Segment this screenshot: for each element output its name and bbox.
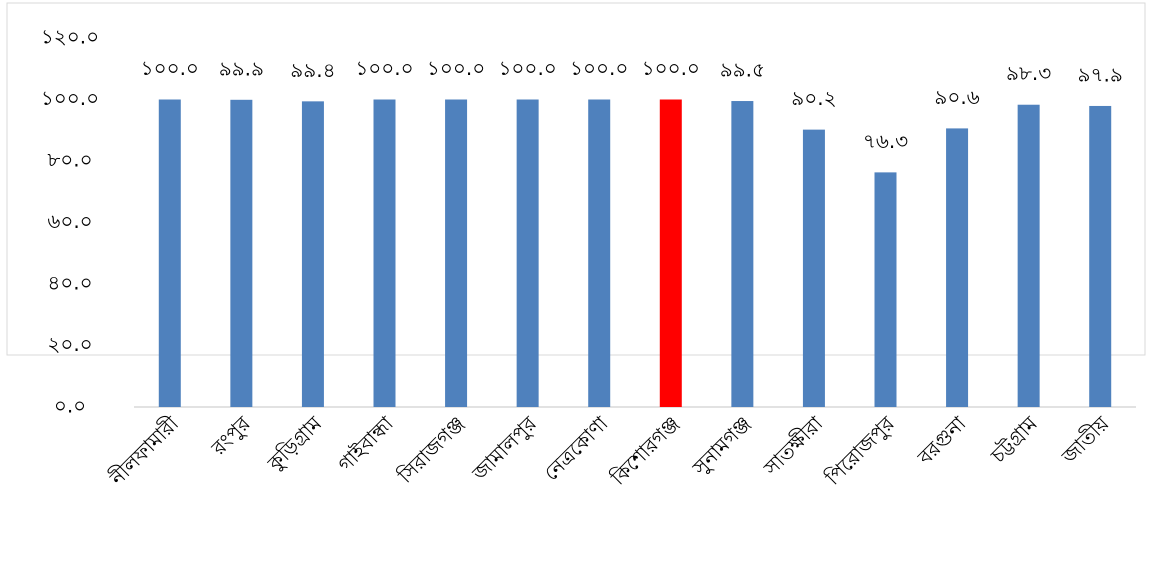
data-label: ১০০.০ xyxy=(355,56,413,80)
x-tick-label: কিশোরগঞ্জ xyxy=(605,411,684,490)
data-label: ১০০.০ xyxy=(427,56,485,80)
bar xyxy=(301,101,324,407)
x-tick-label: নীলফামারী xyxy=(104,411,183,490)
bar xyxy=(516,99,539,407)
data-label: ৯৭.৯ xyxy=(1078,62,1123,86)
data-label: ১০০.০ xyxy=(570,56,628,80)
data-label: ৭৬.৩ xyxy=(863,129,908,153)
y-tick-label: ৬০.০ xyxy=(47,209,92,233)
x-tick-label: সুনামগঞ্জ xyxy=(687,411,756,480)
y-tick-label: ২০.০ xyxy=(47,332,92,356)
bar xyxy=(373,99,396,407)
bar xyxy=(1017,104,1040,407)
bar xyxy=(230,99,253,408)
bar xyxy=(946,128,969,407)
data-label: ৯০.৬ xyxy=(934,85,979,109)
x-tick-label: কুড়িগ্রাম xyxy=(262,411,327,476)
bar xyxy=(802,129,825,407)
x-tick-label: পিরোজপুর xyxy=(820,411,900,491)
y-tick-label: ৮০.০ xyxy=(47,148,92,172)
y-tick-label: ১০০.০ xyxy=(41,86,99,110)
data-label: ৯৯.৫ xyxy=(720,58,765,82)
data-label: ৯০.২ xyxy=(791,86,836,110)
bar xyxy=(588,99,611,407)
x-tick-label: গাইবান্ধা xyxy=(333,411,399,477)
x-tick-label: রংপুর xyxy=(206,411,256,461)
bar xyxy=(659,99,682,407)
y-tick-label: ১২০.০ xyxy=(41,25,99,49)
x-tick-label: চট্টগ্রাম xyxy=(985,411,1042,468)
data-label: ১০০.০ xyxy=(141,56,199,80)
x-tick-label: বরগুনা xyxy=(912,411,971,470)
y-tick-label: ০.০ xyxy=(54,394,86,418)
y-tick-label: ৪০.০ xyxy=(47,271,92,295)
data-label: ৯৮.৩ xyxy=(1006,61,1051,85)
bar xyxy=(1089,105,1112,408)
x-tick-label: সাতক্ষীরা xyxy=(758,411,828,481)
data-label: ৯৯.৪ xyxy=(290,58,335,82)
bar xyxy=(445,99,468,407)
x-tick-label: জামালপুর xyxy=(467,411,542,486)
x-tick-label: নেত্রকোণা xyxy=(539,411,614,486)
data-label: ৯৯.৯ xyxy=(219,56,264,80)
x-tick-label: জাতীয় xyxy=(1056,411,1114,469)
x-tick-label: সিরাজগঞ্জ xyxy=(393,411,470,488)
data-label: ১০০.০ xyxy=(498,56,556,80)
bar xyxy=(731,101,754,407)
bar xyxy=(158,99,181,407)
bar xyxy=(874,172,897,407)
data-label: ১০০.০ xyxy=(642,56,700,80)
